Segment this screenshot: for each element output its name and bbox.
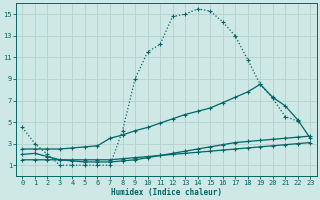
X-axis label: Humidex (Indice chaleur): Humidex (Indice chaleur): [111, 188, 222, 197]
